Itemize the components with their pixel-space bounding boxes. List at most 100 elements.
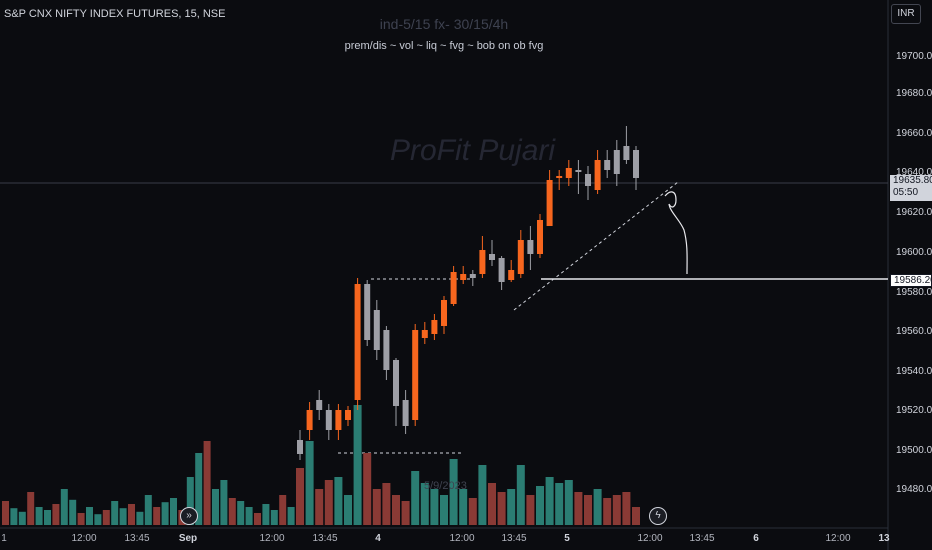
volume-bar: [459, 489, 468, 525]
candle-body: [450, 272, 457, 304]
time-tick: 12:00: [71, 533, 97, 544]
volume-bar: [372, 489, 381, 525]
volume-bar: [603, 498, 612, 525]
volume-bar: [279, 495, 287, 525]
volume-bar: [44, 510, 51, 525]
date-watermark: 5/9/2023: [424, 480, 467, 492]
volume-bar: [203, 441, 211, 525]
volume-bar: [296, 468, 304, 525]
volume-bar: [254, 513, 261, 525]
volume-bar: [363, 453, 372, 525]
volume-bar: [111, 501, 119, 525]
candle-body: [565, 168, 572, 178]
current-price-value: 19635.80: [893, 175, 932, 186]
candle-body: [489, 254, 495, 260]
volume-bar: [18, 511, 26, 525]
volume-bar: [545, 477, 554, 525]
candle-body: [297, 440, 303, 454]
candle-body: [613, 150, 620, 174]
volume-bar: [353, 405, 362, 525]
volume-bar: [564, 480, 573, 525]
projection-curve-drawing[interactable]: [664, 191, 688, 275]
candle-body: [412, 330, 419, 420]
volume-bar: [488, 483, 496, 525]
candle-body: [498, 258, 505, 282]
price-tick: 19680.00: [896, 88, 932, 99]
volume-bar: [128, 504, 135, 525]
volume-bar: [401, 501, 410, 525]
indicator-title: ind-5/15 fx- 30/15/4h: [379, 16, 509, 32]
volume-bar: [195, 453, 203, 525]
candle-body: [508, 270, 515, 280]
price-tick: 19500.00: [896, 445, 932, 456]
volume-bar: [102, 510, 110, 525]
volume-bar: [10, 508, 18, 525]
candle-body: [325, 410, 332, 430]
price-tick: 19640.00: [896, 167, 932, 178]
candle-body: [556, 176, 563, 178]
candlesticks: [297, 126, 639, 460]
candle-body: [431, 320, 438, 334]
volume-bar: [237, 501, 245, 525]
volume-bar: [161, 502, 169, 525]
volume-bar: [305, 441, 314, 525]
price-tick: 19620.00: [896, 207, 932, 218]
volume-bar: [334, 477, 343, 525]
candle-body: [594, 160, 601, 190]
currency-button[interactable]: INR: [891, 4, 921, 24]
dividend-icon[interactable]: »: [180, 507, 198, 525]
bar-countdown: 05:50: [893, 187, 919, 198]
time-tick: 13:45: [501, 533, 527, 544]
volume-bar: [245, 507, 253, 525]
candle-body: [402, 400, 409, 426]
trendline-dashed[interactable]: [513, 181, 679, 311]
watermark-text: ProFit Pujari: [390, 134, 556, 167]
candle-body: [421, 330, 428, 338]
volume-bar: [270, 510, 278, 525]
time-tick: 5: [564, 533, 570, 544]
volume-bar: [526, 495, 535, 525]
candle-body: [335, 410, 342, 430]
candle-body: [527, 240, 534, 254]
candle-body: [345, 410, 351, 420]
volume-bar: [555, 483, 564, 525]
volume-bar: [574, 492, 583, 525]
volume-bar: [220, 480, 228, 525]
volume-bar: [27, 492, 35, 525]
volume-bar: [170, 498, 177, 525]
volume-bar: [86, 507, 93, 525]
time-tick: 12:00: [259, 533, 285, 544]
volume-bar: [262, 504, 270, 525]
time-tick: 12:00: [449, 533, 475, 544]
volume-bar: [212, 489, 219, 525]
volume-bar: [430, 489, 439, 525]
candle-body: [479, 250, 486, 274]
volume-bar: [612, 495, 621, 525]
volume-bar: [228, 498, 236, 525]
price-tick: 19560.00: [896, 326, 932, 337]
volume-bar: [77, 513, 85, 525]
time-tick: Sep: [178, 533, 198, 544]
candle-body: [460, 274, 467, 280]
price-tick: 19480.00: [896, 484, 932, 495]
current-price-tag: 19635.80 05:50: [890, 175, 932, 201]
time-tick: 1: [1, 533, 7, 544]
candle-body: [441, 300, 447, 326]
volume-bar: [35, 507, 43, 525]
time-tick: 12:00: [825, 533, 851, 544]
time-tick: 13:45: [689, 533, 715, 544]
lightning-icon[interactable]: ϟ: [649, 507, 667, 525]
volume-bars: [2, 405, 640, 525]
time-tick: 13: [878, 533, 890, 544]
level-price-tag: 19586.20: [890, 274, 932, 287]
candle-body: [585, 174, 591, 186]
volume-bar: [622, 492, 631, 525]
symbol-title[interactable]: S&P CNX NIFTY INDEX FUTURES, 15, NSE: [4, 8, 226, 20]
candle-body: [575, 170, 582, 172]
volume-bar: [136, 511, 144, 525]
price-tick: 19520.00: [896, 405, 932, 416]
candle-body: [306, 410, 313, 430]
indicator-subtitle: prem/dis ~ vol ~ liq ~ fvg ~ bob on ob f…: [344, 40, 544, 52]
price-tick: 19600.00: [896, 247, 932, 258]
